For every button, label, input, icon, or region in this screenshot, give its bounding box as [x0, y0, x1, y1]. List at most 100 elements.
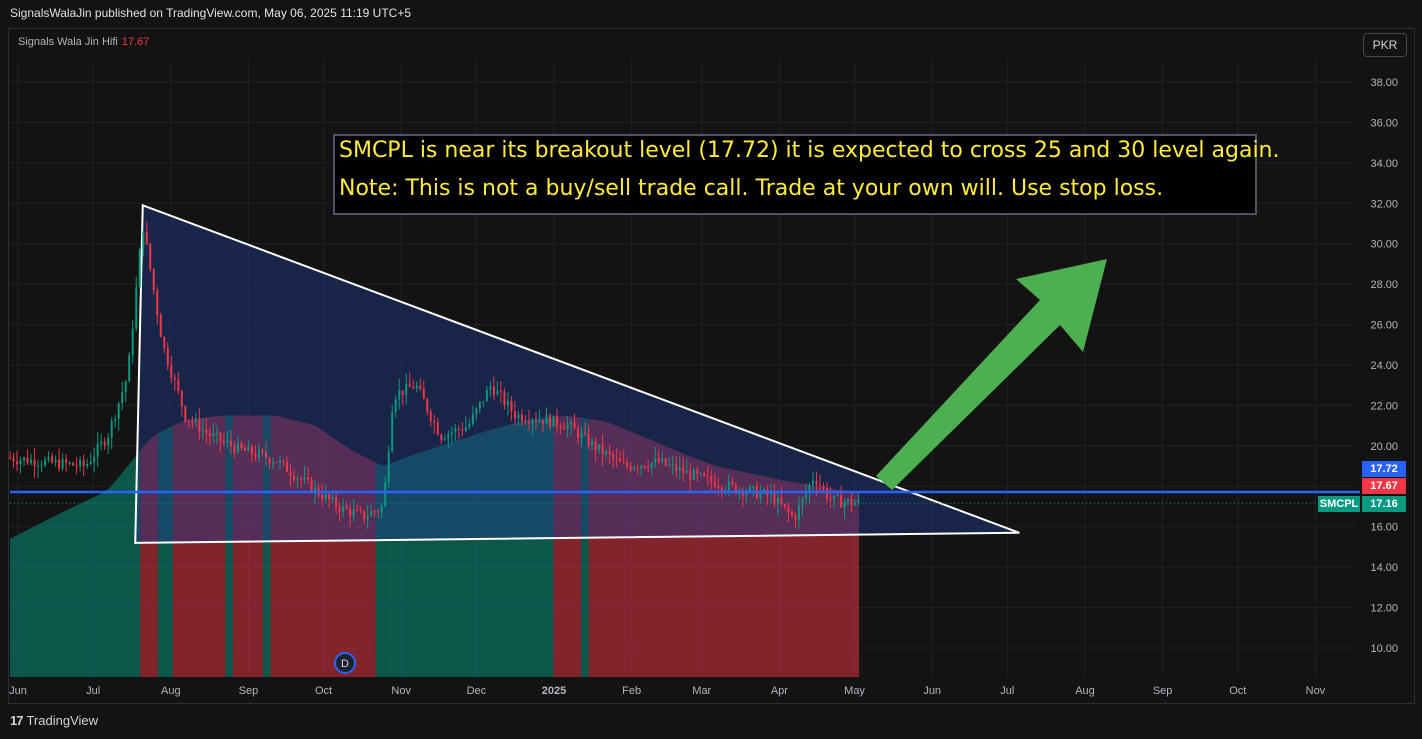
candle-body [394, 399, 397, 413]
candle-body [468, 423, 471, 428]
candle-body [191, 420, 194, 422]
candle-body [801, 498, 804, 506]
signal-band-down [553, 415, 582, 677]
candle-body [121, 392, 124, 404]
candle-body [829, 498, 832, 500]
candle-body [780, 497, 783, 505]
candle-body [16, 461, 19, 464]
candle-body [797, 505, 800, 520]
chart-annotation[interactable]: SMCPL is near its breakout level (17.72)… [333, 134, 1280, 215]
breakout-price-value: 17.72 [1370, 463, 1398, 475]
candle-body [478, 401, 481, 409]
candle-body [257, 450, 260, 458]
y-tick-label: 14.00 [1370, 562, 1398, 574]
candle-body [250, 446, 253, 455]
signal-band-down [172, 415, 226, 677]
candle-body [254, 454, 257, 458]
candle-body [68, 462, 71, 464]
candle-body [23, 457, 26, 461]
candle-body [293, 475, 296, 480]
last-price-value: 17.16 [1370, 498, 1398, 510]
event-marker-label: D [341, 658, 349, 670]
candle-body [135, 287, 138, 329]
indicator-legend[interactable]: Signals Wala Jin Hifi 17.67 [18, 36, 149, 48]
candle-body [584, 433, 587, 435]
candle-body [534, 420, 537, 422]
candle-body [650, 462, 653, 469]
candle-body [601, 444, 604, 455]
candle-body [338, 507, 341, 512]
candle-body [503, 391, 506, 405]
candle-body [769, 493, 772, 496]
candle-body [72, 462, 75, 466]
candle-body [664, 458, 667, 466]
candle-body [710, 476, 713, 482]
price-axis: 38.00 36.00 34.00 32.00 30.00 28.00 26.00 24.00… [1370, 77, 1398, 655]
y-tick-label: 32.00 [1370, 198, 1398, 210]
candle-body [464, 427, 467, 431]
candle-body [243, 448, 246, 451]
candle-body [300, 478, 303, 480]
candle-body [692, 470, 695, 480]
candle-body [850, 499, 853, 506]
candle-body [724, 489, 727, 491]
candle-body [440, 434, 443, 440]
footer-brand[interactable]: 17 TradingView [10, 713, 98, 728]
candle-body [152, 269, 155, 291]
candle-body [142, 231, 145, 250]
x-tick-label: Sep [1153, 685, 1173, 697]
candle-body [629, 466, 632, 470]
candle-body [296, 478, 299, 480]
candle-body [65, 459, 68, 463]
indicator-price-value: 17.67 [1370, 480, 1398, 492]
candle-body [114, 418, 117, 421]
candle-body [689, 470, 692, 480]
x-tick-label: Apr [771, 685, 788, 697]
candle-body [222, 441, 225, 443]
signal-band-up [385, 417, 554, 677]
candle-body [836, 495, 839, 497]
candle-body [187, 420, 190, 422]
candle-body [843, 502, 846, 508]
currency-button[interactable]: PKR [1363, 33, 1407, 57]
candle-body [184, 406, 187, 421]
indicator-name: Signals Wala Jin Hifi [18, 36, 118, 48]
indicator-value: 17.67 [121, 36, 150, 48]
candle-body [598, 444, 601, 451]
candle-body [247, 446, 250, 451]
candle-body [759, 492, 762, 499]
candle-body [819, 484, 822, 486]
x-tick-label: Mar [692, 685, 711, 697]
candle-body [264, 452, 267, 459]
candle-body [289, 472, 292, 476]
candle-body [520, 414, 523, 422]
event-marker[interactable]: D [334, 652, 356, 674]
x-tick-label: Dec [467, 685, 487, 697]
candle-body [335, 496, 338, 508]
signal-band-down [232, 415, 263, 677]
candle-body [552, 415, 555, 427]
candle-body [580, 433, 583, 438]
breakout-price-tag: 17.72 [1362, 461, 1406, 477]
candle-body [840, 495, 843, 508]
candle-body [615, 458, 618, 460]
candle-body [773, 493, 776, 505]
candle-body [559, 425, 562, 429]
candle-body [352, 509, 355, 516]
candle-body [706, 475, 709, 477]
candle-body [783, 504, 786, 507]
candle-body [489, 386, 492, 390]
candle-body [229, 440, 232, 447]
y-tick-label: 20.00 [1370, 441, 1398, 453]
x-tick-label: Jun [9, 685, 27, 697]
annotation-line-2: Note: This is not a buy/sell trade call.… [339, 176, 1164, 201]
x-tick-label: Aug [161, 685, 181, 697]
candle-body [268, 458, 271, 464]
candle-body [124, 381, 127, 393]
last-price-tag: 17.16 [1362, 496, 1406, 512]
candle-body [131, 328, 134, 356]
candle-body [776, 497, 779, 505]
candle-body [324, 493, 327, 500]
candle-body [745, 492, 748, 496]
